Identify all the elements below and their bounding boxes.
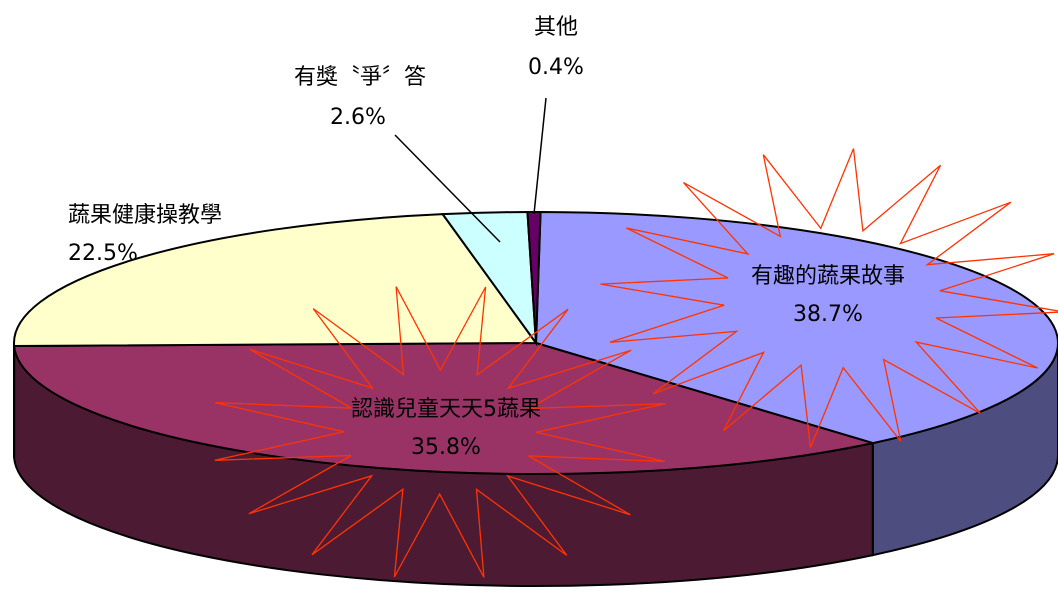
- label-five-a-day-name: 認識兒童天天5蔬果: [351, 397, 541, 422]
- label-other-name: 其他: [534, 15, 578, 40]
- slice-exercise: [13, 213, 538, 347]
- label-five-a-day-value: 35.8%: [411, 435, 481, 460]
- leader-line-quiz: [394, 134, 501, 243]
- label-exercise-value: 22.5%: [68, 241, 138, 266]
- label-story-name: 有趣的蔬果故事: [751, 264, 905, 289]
- highlight-burst-five-a-day: [214, 286, 666, 578]
- slice-story: [534, 211, 1058, 445]
- label-quiz-name: 有獎〝爭〞答: [294, 65, 426, 90]
- label-story-value: 38.7%: [793, 302, 863, 327]
- label-exercise-name: 蔬果健康操教學: [68, 203, 222, 228]
- label-quiz-value: 2.6%: [330, 105, 386, 130]
- pie-slices: [13, 211, 1058, 475]
- slice-five-a-day: [13, 341, 874, 475]
- highlight-bursts: [214, 148, 1058, 578]
- label-other-value: 0.4%: [528, 55, 584, 80]
- leader-lines: [394, 97, 547, 243]
- leader-line-other: [533, 97, 547, 215]
- highlight-burst-story: [600, 148, 1058, 448]
